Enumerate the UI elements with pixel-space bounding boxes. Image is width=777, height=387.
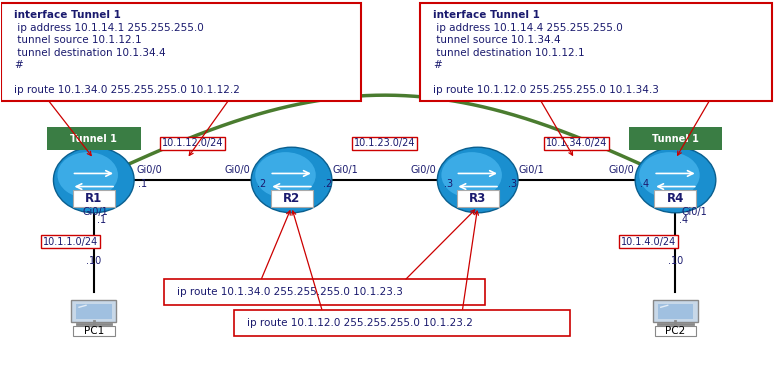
Text: .10: .10 bbox=[86, 256, 101, 266]
Text: PC2: PC2 bbox=[665, 326, 685, 336]
FancyBboxPatch shape bbox=[234, 310, 570, 336]
Ellipse shape bbox=[639, 152, 699, 198]
Text: ip route 10.1.34.0 255.255.255.0 10.1.23.3: ip route 10.1.34.0 255.255.255.0 10.1.23… bbox=[176, 287, 402, 297]
Text: Gi0/1: Gi0/1 bbox=[333, 165, 358, 175]
Text: Gi0/1: Gi0/1 bbox=[82, 207, 108, 217]
FancyBboxPatch shape bbox=[657, 304, 693, 319]
Ellipse shape bbox=[54, 147, 134, 213]
Text: tunnel destination 10.1.12.1: tunnel destination 10.1.12.1 bbox=[433, 48, 584, 58]
Text: 10.1.34.0/24: 10.1.34.0/24 bbox=[545, 139, 607, 148]
FancyBboxPatch shape bbox=[654, 326, 696, 336]
FancyBboxPatch shape bbox=[73, 326, 115, 336]
Text: tunnel source 10.1.12.1: tunnel source 10.1.12.1 bbox=[14, 35, 141, 45]
Ellipse shape bbox=[437, 147, 518, 213]
Text: Gi0/0: Gi0/0 bbox=[137, 165, 162, 175]
Text: 10.1.4.0/24: 10.1.4.0/24 bbox=[621, 237, 676, 247]
Text: .10: .10 bbox=[668, 256, 683, 266]
Text: 10.1.23.0/24: 10.1.23.0/24 bbox=[354, 139, 416, 148]
Text: PC1: PC1 bbox=[84, 326, 104, 336]
Ellipse shape bbox=[251, 147, 332, 213]
Text: .2: .2 bbox=[257, 179, 267, 189]
Text: Gi0/0: Gi0/0 bbox=[608, 165, 634, 175]
FancyBboxPatch shape bbox=[2, 3, 361, 101]
Text: R1: R1 bbox=[85, 192, 103, 205]
FancyBboxPatch shape bbox=[420, 3, 772, 101]
Text: 10.1.1.0/24: 10.1.1.0/24 bbox=[43, 237, 98, 247]
FancyBboxPatch shape bbox=[73, 190, 115, 207]
Text: Gi0/1: Gi0/1 bbox=[519, 165, 545, 175]
Text: Tunnel 1: Tunnel 1 bbox=[652, 134, 699, 144]
Text: ip address 10.1.14.1 255.255.255.0: ip address 10.1.14.1 255.255.255.0 bbox=[14, 23, 204, 33]
FancyBboxPatch shape bbox=[653, 300, 698, 322]
Ellipse shape bbox=[635, 147, 716, 213]
Text: .1: .1 bbox=[97, 216, 106, 226]
Text: Tunnel 1: Tunnel 1 bbox=[71, 134, 117, 144]
Text: ip route 10.1.12.0 255.255.255.0 10.1.23.2: ip route 10.1.12.0 255.255.255.0 10.1.23… bbox=[246, 318, 472, 328]
FancyBboxPatch shape bbox=[76, 304, 112, 319]
Ellipse shape bbox=[256, 152, 315, 198]
Text: R2: R2 bbox=[283, 192, 300, 205]
Text: R4: R4 bbox=[667, 192, 685, 205]
Text: ip route 10.1.12.0 255.255.255.0 10.1.34.3: ip route 10.1.12.0 255.255.255.0 10.1.34… bbox=[433, 85, 659, 95]
FancyBboxPatch shape bbox=[270, 190, 312, 207]
Text: .4: .4 bbox=[640, 179, 649, 189]
Text: #: # bbox=[433, 60, 441, 70]
Text: tunnel destination 10.1.34.4: tunnel destination 10.1.34.4 bbox=[14, 48, 166, 58]
FancyBboxPatch shape bbox=[457, 190, 499, 207]
Text: interface Tunnel 1: interface Tunnel 1 bbox=[14, 10, 120, 20]
Text: ip address 10.1.14.4 255.255.255.0: ip address 10.1.14.4 255.255.255.0 bbox=[433, 23, 622, 33]
Text: Gi0/1: Gi0/1 bbox=[681, 207, 707, 217]
FancyBboxPatch shape bbox=[71, 300, 117, 322]
Text: .1: .1 bbox=[138, 179, 147, 189]
Text: Gi0/0: Gi0/0 bbox=[411, 165, 437, 175]
Text: 10.1.12.0/24: 10.1.12.0/24 bbox=[162, 139, 223, 148]
FancyBboxPatch shape bbox=[165, 279, 485, 305]
FancyBboxPatch shape bbox=[654, 190, 696, 207]
Text: Gi0/0: Gi0/0 bbox=[225, 165, 250, 175]
Text: .3: .3 bbox=[444, 179, 454, 189]
Ellipse shape bbox=[441, 152, 502, 198]
Text: tunnel source 10.1.34.4: tunnel source 10.1.34.4 bbox=[433, 35, 560, 45]
FancyBboxPatch shape bbox=[47, 127, 141, 150]
Text: ip route 10.1.34.0 255.255.255.0 10.1.12.2: ip route 10.1.34.0 255.255.255.0 10.1.12… bbox=[14, 85, 240, 95]
Text: .4: .4 bbox=[678, 216, 688, 226]
Text: .2: .2 bbox=[322, 179, 332, 189]
Text: #: # bbox=[14, 60, 23, 70]
Text: interface Tunnel 1: interface Tunnel 1 bbox=[433, 10, 539, 20]
FancyBboxPatch shape bbox=[629, 127, 723, 150]
Ellipse shape bbox=[57, 152, 118, 198]
Text: R3: R3 bbox=[469, 192, 486, 205]
Text: .3: .3 bbox=[508, 179, 517, 189]
